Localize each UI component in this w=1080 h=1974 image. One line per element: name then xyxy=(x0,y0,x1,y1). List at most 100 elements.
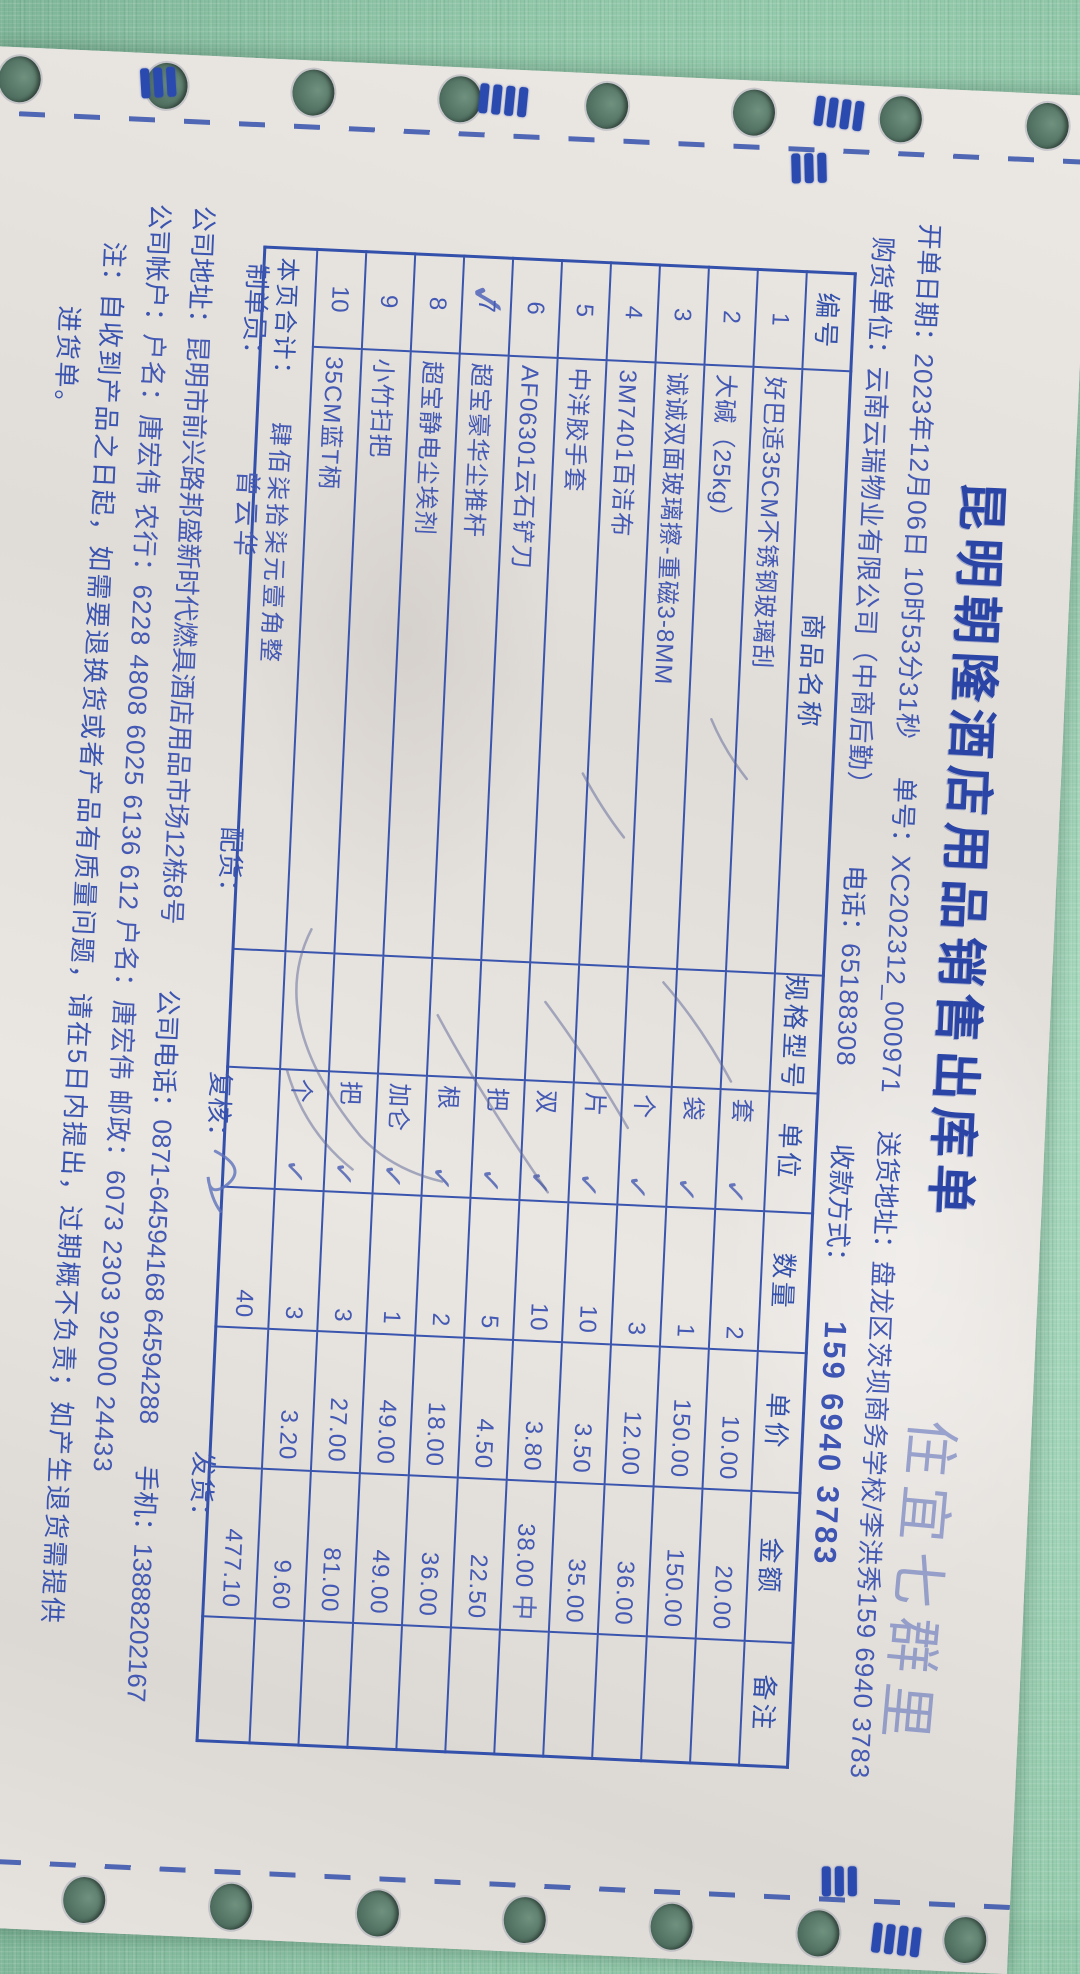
cell-qty: 1 xyxy=(659,1206,716,1349)
cell-price xyxy=(209,1325,269,1469)
cell-spec xyxy=(426,957,482,1078)
cell-amount: 81.00 xyxy=(304,1470,360,1623)
cell-spec xyxy=(720,970,775,1091)
check-mark-icon: ✓ xyxy=(373,1160,411,1192)
mobile-value: 13888202167 xyxy=(121,1542,159,1703)
cell-no: 1 xyxy=(753,269,807,369)
cell-qty: 10 xyxy=(513,1199,569,1342)
note-label: 注： xyxy=(97,241,130,295)
date-value: 2023年12月06日 10时53分31秒 xyxy=(891,352,940,741)
cell-amount: 22.50 xyxy=(450,1477,507,1630)
cell-price: 3.50 xyxy=(555,1341,611,1484)
phone-group: 电话：65188308 xyxy=(831,865,870,1068)
buyer-label: 购货单位： xyxy=(862,235,899,368)
cell-remark xyxy=(298,1620,354,1748)
check-mark-icon: ✓ xyxy=(422,1163,460,1194)
cell-remark xyxy=(641,1635,696,1763)
buyer-value: 云南云瑞物业有限公司（中商后勤） xyxy=(842,365,893,799)
ink-smudge xyxy=(867,1922,926,1958)
unit-text: 套 xyxy=(727,1097,756,1124)
phone-value: 65188308 xyxy=(830,942,867,1068)
cell-qty: 3 xyxy=(268,1188,324,1331)
ink-smudge xyxy=(818,1866,861,1897)
punch-hole xyxy=(796,1909,841,1958)
unit-text: 袋 xyxy=(678,1095,707,1121)
punch-hole xyxy=(0,55,42,104)
cell-remark xyxy=(249,1618,305,1746)
col-header-unit: 单位 xyxy=(764,1090,819,1213)
cell-unit: 袋 ✓ xyxy=(666,1086,721,1209)
punch-hole xyxy=(585,81,630,130)
order-no-label: 单号： xyxy=(886,776,920,856)
cell-spec xyxy=(475,959,531,1080)
ink-smudge xyxy=(136,66,181,99)
cell-price: 27.00 xyxy=(310,1330,367,1473)
cell-qty: 1 xyxy=(366,1192,422,1336)
check-mark-icon: ✓ xyxy=(520,1167,558,1199)
punch-hole xyxy=(355,1889,400,1938)
cell-spec xyxy=(378,955,433,1076)
cell-qty: 3 xyxy=(317,1190,373,1333)
check-mark-icon: ✓ xyxy=(715,1176,754,1208)
delivery-address-label: 送货地址： xyxy=(868,1130,904,1262)
cell-unit: 双 ✓ xyxy=(519,1079,574,1202)
punch-hole xyxy=(502,1896,547,1944)
cell-amount: 49.00 xyxy=(353,1472,409,1625)
cell-price: 3.20 xyxy=(261,1328,318,1471)
ink-smudge xyxy=(809,95,868,132)
cell-price: 10.00 xyxy=(702,1348,758,1491)
punch-hole xyxy=(649,1902,694,1951)
cell-no: 3 xyxy=(655,264,709,365)
distribute-label: 配货： xyxy=(213,825,248,906)
cell-qty: 2 xyxy=(415,1195,471,1338)
goods-table: 编号 商品名称 规格型号 单位 数量 单价 金额 备注 1 好巴适35CM不锈钢… xyxy=(195,245,857,1769)
unit-text: 把 xyxy=(482,1086,511,1113)
order-no-value: XC202312_000971 xyxy=(875,854,917,1095)
cell-no: 2 xyxy=(704,267,758,367)
cell-amount: 150.00 xyxy=(646,1485,703,1639)
cell-amount: 35.00 xyxy=(548,1481,605,1634)
cell-price: 150.00 xyxy=(653,1346,709,1489)
check-mark-icon: ✓ xyxy=(460,279,514,321)
payment-method-label: 收款方式： xyxy=(821,1143,858,1275)
check-mark-icon: ✓ xyxy=(275,1156,313,1188)
ink-smudge xyxy=(787,152,831,184)
cell-amount: 9.60 xyxy=(255,1468,311,1621)
cell-qty: 5 xyxy=(464,1197,520,1340)
check-mark-icon: ✓ xyxy=(569,1169,607,1201)
punch-hole xyxy=(731,88,776,137)
company-phone-value: 0871-64594168 64594288 xyxy=(133,1118,178,1425)
cell-spec xyxy=(573,964,629,1085)
cell-amount: 38.00 中 xyxy=(499,1479,556,1632)
check-mark-icon: ✓ xyxy=(618,1171,656,1203)
cell-spec xyxy=(671,968,727,1089)
company-account-label: 公司帐户： xyxy=(139,203,176,335)
punch-hole xyxy=(878,95,923,144)
col-header-remark: 备注 xyxy=(738,1640,794,1768)
unit-text: 片 xyxy=(580,1091,609,1117)
cell-price: 4.50 xyxy=(457,1337,514,1480)
cell-no: 8 xyxy=(410,253,465,353)
cell-remark xyxy=(543,1631,598,1759)
cell-qty: 10 xyxy=(562,1201,618,1344)
ship-label: 发货： xyxy=(185,1450,219,1530)
punch-hole xyxy=(943,1916,988,1964)
cell-no: 6 xyxy=(508,258,563,358)
note-wrap-text: 进货单。 xyxy=(49,305,85,419)
cell-price: 12.00 xyxy=(604,1343,660,1486)
punch-hole xyxy=(291,68,336,117)
cell-remark xyxy=(445,1626,500,1755)
col-header-no: 编号 xyxy=(802,271,856,371)
cell-unit: 把 ✓ xyxy=(470,1077,525,1200)
check-mark-icon: ✓ xyxy=(471,1165,509,1197)
cell-no: 9 xyxy=(361,251,416,351)
cell-remark xyxy=(690,1638,745,1766)
receipt-paper: 昆明朝隆酒店用品销售出库单 住宜七群里 开单日期：2023年12月06日 10时… xyxy=(0,46,1080,1974)
mobile-label: 手机： xyxy=(128,1464,162,1545)
ink-smudge xyxy=(474,82,533,118)
cell-remark xyxy=(494,1629,549,1757)
cell-unit: 套 ✓ xyxy=(715,1088,770,1211)
cell-no: 5 xyxy=(557,260,612,360)
cell-amount: 36.00 xyxy=(597,1483,654,1636)
